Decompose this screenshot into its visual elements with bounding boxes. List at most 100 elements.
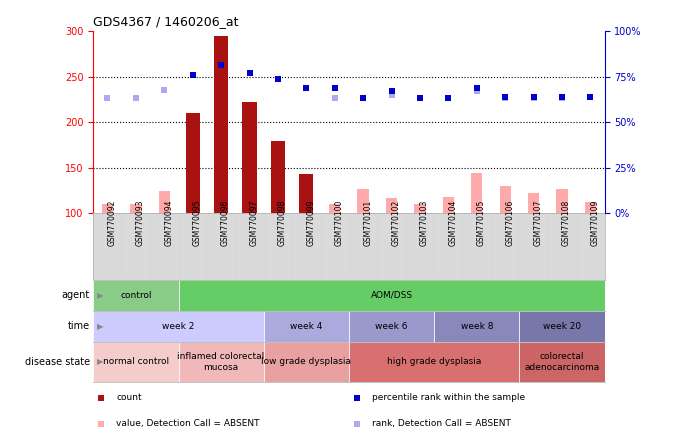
Point — [386, 87, 397, 95]
Bar — [520, 342, 605, 382]
Point — [358, 95, 369, 102]
Bar — [214, 36, 228, 213]
Bar — [93, 213, 122, 280]
Bar — [292, 213, 321, 280]
Bar — [349, 342, 520, 382]
Bar — [548, 213, 576, 280]
Point — [585, 93, 596, 100]
Bar — [178, 280, 605, 311]
Bar — [520, 311, 605, 342]
Text: disease state: disease state — [25, 357, 90, 367]
Point — [351, 394, 362, 401]
Bar — [434, 213, 462, 280]
Text: percentile rank within the sample: percentile rank within the sample — [372, 393, 525, 402]
Bar — [102, 204, 113, 213]
Bar — [130, 204, 142, 213]
Bar — [186, 113, 200, 213]
Text: GSM770102: GSM770102 — [392, 200, 401, 246]
Bar — [301, 179, 312, 213]
Text: time: time — [68, 321, 90, 331]
Text: GSM770098: GSM770098 — [278, 200, 287, 246]
Point — [415, 95, 426, 102]
Point — [244, 69, 255, 76]
Point — [102, 94, 113, 101]
Text: GSM770094: GSM770094 — [164, 200, 173, 246]
Text: GSM770105: GSM770105 — [477, 200, 486, 246]
Bar — [122, 213, 150, 280]
Text: GSM770093: GSM770093 — [136, 200, 145, 246]
Point — [95, 420, 106, 427]
Bar — [150, 213, 178, 280]
Bar — [264, 213, 292, 280]
Bar — [386, 198, 397, 213]
Bar — [236, 213, 264, 280]
Bar — [443, 197, 454, 213]
Text: GDS4367 / 1460206_at: GDS4367 / 1460206_at — [93, 16, 239, 28]
Point — [528, 93, 539, 100]
Bar — [93, 311, 264, 342]
Text: GSM770092: GSM770092 — [108, 200, 117, 246]
Text: GSM770109: GSM770109 — [590, 200, 599, 246]
Text: week 8: week 8 — [460, 322, 493, 331]
Point — [471, 84, 482, 91]
Bar — [500, 186, 511, 213]
Text: GSM770095: GSM770095 — [193, 200, 202, 246]
Point — [556, 95, 567, 102]
Text: week 6: week 6 — [375, 322, 408, 331]
Bar — [415, 204, 426, 213]
Text: week 4: week 4 — [290, 322, 323, 331]
Bar — [434, 311, 520, 342]
Bar — [520, 213, 548, 280]
Bar — [576, 213, 605, 280]
Text: rank, Detection Call = ABSENT: rank, Detection Call = ABSENT — [372, 419, 511, 428]
Point — [329, 85, 340, 92]
Text: count: count — [116, 393, 142, 402]
Text: control: control — [120, 291, 151, 300]
Bar — [462, 213, 491, 280]
Bar — [556, 190, 568, 213]
Text: GSM770100: GSM770100 — [334, 200, 343, 246]
Bar — [585, 202, 596, 213]
Text: GSM770097: GSM770097 — [249, 200, 258, 246]
Bar — [377, 213, 406, 280]
Point — [95, 394, 106, 401]
Point — [500, 93, 511, 100]
Point — [443, 95, 454, 102]
Bar — [178, 342, 264, 382]
Point — [351, 420, 362, 427]
Text: ▶: ▶ — [97, 322, 103, 331]
Bar — [271, 141, 285, 213]
Text: GSM770107: GSM770107 — [533, 200, 542, 246]
Point — [528, 94, 539, 101]
Bar — [406, 213, 434, 280]
Point — [386, 91, 397, 99]
Point — [216, 61, 227, 68]
Text: week 2: week 2 — [162, 322, 195, 331]
Text: inflamed colorectal
mucosa: inflamed colorectal mucosa — [178, 352, 265, 372]
Point — [415, 95, 426, 102]
Point — [500, 95, 511, 102]
Bar — [93, 280, 178, 311]
Bar — [264, 311, 349, 342]
Text: agent: agent — [61, 290, 90, 300]
Text: high grade dysplasia: high grade dysplasia — [387, 357, 482, 366]
Point — [187, 71, 198, 78]
Text: GSM770099: GSM770099 — [306, 200, 315, 246]
Bar — [207, 213, 236, 280]
Point — [585, 93, 596, 100]
Text: week 20: week 20 — [543, 322, 581, 331]
Text: colorectal
adenocarcinoma: colorectal adenocarcinoma — [524, 352, 600, 372]
Point — [301, 85, 312, 92]
Bar — [178, 213, 207, 280]
Text: AOM/DSS: AOM/DSS — [370, 291, 413, 300]
Point — [159, 87, 170, 94]
Bar — [471, 173, 482, 213]
Bar — [243, 102, 256, 213]
Bar — [329, 204, 341, 213]
Text: normal control: normal control — [103, 357, 169, 366]
Text: GSM770106: GSM770106 — [505, 200, 514, 246]
Bar — [528, 193, 539, 213]
Bar — [93, 342, 178, 382]
Text: GSM770108: GSM770108 — [562, 200, 571, 246]
Text: ▶: ▶ — [97, 291, 103, 300]
